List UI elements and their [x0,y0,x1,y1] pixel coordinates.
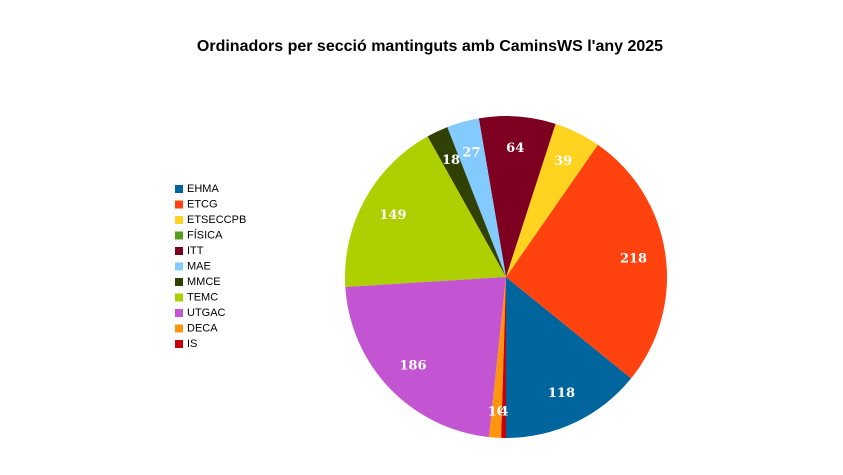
legend-swatch [175,293,183,302]
legend-swatch [175,216,183,224]
pie-slice [501,277,506,438]
legend-swatch [175,247,183,255]
legend-label: ITT [187,245,204,257]
value-label: 27 [462,145,480,160]
pie-slice [345,277,506,438]
legend-label: UTGAC [187,307,226,319]
value-label: 39 [554,154,572,169]
value-label: 18 [442,153,460,168]
legend-swatch [175,309,183,317]
pie-slice [345,136,506,288]
legend-swatch [175,340,183,348]
value-label: 64 [506,141,524,156]
value-label: 149 [379,208,406,223]
legend-swatch [175,231,183,240]
legend-label: EHMA [187,183,219,195]
pie-slice [447,118,506,277]
pie-slice [506,144,667,379]
value-label: 10 [488,404,506,419]
legend-swatch [175,200,183,209]
value-label: 218 [620,251,647,266]
pie-slice [427,127,506,278]
legend-label: MMCE [187,276,221,288]
value-label: 4 [499,405,508,420]
pie-slice [489,277,506,438]
legend-label: IS [187,338,197,350]
legend-label: ETCG [187,198,218,210]
legend-label: TEMC [187,291,218,303]
legend-swatch [175,185,183,193]
legend-label: FÍSICA [187,228,223,241]
legend-swatch [175,262,183,271]
value-label: 186 [399,359,426,374]
legend-label: MAE [187,260,211,272]
pie-slice [506,277,632,438]
pie-slice [506,123,598,278]
value-label: 118 [548,386,575,401]
chart-title: Ordinadors per secció mantinguts amb Cam… [197,38,663,55]
pie-slice [478,116,556,278]
legend-swatch [175,324,183,333]
legend-label: DECA [187,322,218,334]
legend-label: ETSECCPB [187,214,246,226]
legend-swatch [175,278,183,286]
